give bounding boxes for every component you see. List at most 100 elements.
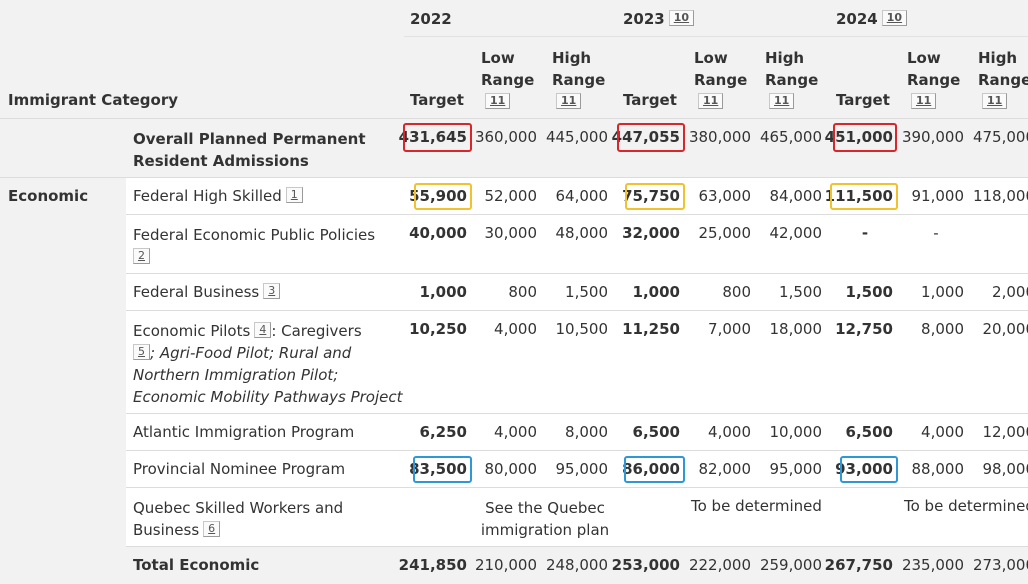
value-cell: 75,750 bbox=[622, 187, 680, 205]
row-label-atlantic-immigration-program: Atlantic Immigration Program bbox=[133, 423, 355, 441]
footnote-link[interactable]: 10 bbox=[881, 10, 908, 26]
highlight-box-fhs-2024 bbox=[830, 183, 898, 210]
footnote-link[interactable]: 11 bbox=[982, 93, 1008, 109]
total-value-cell: 248,000 bbox=[545, 556, 608, 574]
footnote-link[interactable]: 11 bbox=[485, 93, 511, 109]
value-cell: 95,000 bbox=[769, 460, 823, 478]
total-value-cell: 235,000 bbox=[901, 556, 964, 574]
year-2024-header: 2024 10 bbox=[836, 10, 908, 28]
highlight-box-fhs-2023 bbox=[625, 183, 685, 210]
overall-value-cell: 447,055 bbox=[611, 128, 680, 146]
category-column-header: Immigrant Category bbox=[8, 91, 179, 109]
highlight-box-overall-2024 bbox=[833, 123, 897, 152]
low-range-column-header: Low Range 11 bbox=[694, 49, 748, 109]
highlight-box-fhs-2022 bbox=[414, 183, 472, 210]
row-label-economic-pilots: Economic Pilots 4: Caregivers 5; Agri-Foo… bbox=[133, 322, 403, 406]
value-cell: 84,000 bbox=[769, 187, 823, 205]
footnote-link[interactable]: 2 bbox=[133, 248, 150, 264]
high-range-column-header: High Range 11 bbox=[552, 49, 606, 109]
overall-value-cell: 360,000 bbox=[474, 128, 537, 146]
footnote-link[interactable]: 10 bbox=[668, 10, 695, 26]
value-cell: 6,500 bbox=[845, 423, 893, 441]
value-cell: 1,500 bbox=[845, 283, 893, 301]
total-value-cell: 253,000 bbox=[611, 556, 680, 574]
highlight-box-pnp-2024 bbox=[840, 456, 898, 483]
highlight-box-overall-2022 bbox=[403, 123, 472, 152]
row-divider bbox=[126, 487, 1028, 488]
value-cell: 6,250 bbox=[419, 423, 467, 441]
highlight-box-pnp-2023 bbox=[624, 456, 685, 483]
footnote-link[interactable]: 11 bbox=[698, 93, 724, 109]
value-cell: 12,000 bbox=[982, 423, 1028, 441]
row-divider bbox=[126, 546, 1028, 547]
total-value-cell: 222,000 bbox=[688, 556, 751, 574]
footnote-link[interactable]: 5 bbox=[133, 344, 150, 360]
value-cell: 1,000 bbox=[921, 283, 964, 301]
footnote-link[interactable]: 4 bbox=[254, 322, 272, 338]
row-divider bbox=[126, 214, 1028, 215]
row-divider bbox=[0, 118, 1028, 119]
value-cell: 111,500 bbox=[824, 187, 893, 205]
row-divider bbox=[126, 450, 1028, 451]
value-cell: 82,000 bbox=[698, 460, 752, 478]
row-label-quebec-skilled-workers: Quebec Skilled Workers and Business 6 bbox=[133, 499, 344, 539]
quebec-note-2022: See the Quebec immigration plan bbox=[480, 499, 610, 539]
year-2023-header: 2023 10 bbox=[623, 10, 695, 28]
value-cell: 83,500 bbox=[409, 460, 467, 478]
value-cell: 95,000 bbox=[555, 460, 609, 478]
footnote-link[interactable]: 11 bbox=[911, 93, 937, 109]
table-header-background bbox=[0, 0, 1028, 118]
value-cell: 800 bbox=[508, 283, 537, 301]
value-cell: 80,000 bbox=[484, 460, 538, 478]
highlight-box-overall-2023 bbox=[617, 123, 685, 152]
value-cell: 98,000 bbox=[982, 460, 1028, 478]
economic-group-label: Economic bbox=[8, 187, 89, 205]
footnote-link[interactable]: 6 bbox=[203, 521, 221, 537]
value-cell: 30,000 bbox=[484, 224, 538, 242]
row-divider bbox=[126, 413, 1028, 414]
highlight-box-pnp-2022 bbox=[413, 456, 472, 483]
target-column-header: Target bbox=[836, 91, 890, 109]
row-divider bbox=[0, 177, 1028, 178]
value-cell: 88,000 bbox=[911, 460, 965, 478]
low-range-column-header: Low Range 11 bbox=[907, 49, 961, 109]
value-cell: 11,250 bbox=[622, 320, 680, 338]
footnote-link[interactable]: 3 bbox=[263, 283, 281, 299]
total-value-cell: 273,000 bbox=[972, 556, 1028, 574]
value-cell: 40,000 bbox=[409, 224, 467, 242]
footnote-link[interactable]: 1 bbox=[285, 187, 303, 203]
value-cell: 7,000 bbox=[708, 320, 751, 338]
overall-value-cell: 380,000 bbox=[688, 128, 751, 146]
overall-value-cell: 451,000 bbox=[824, 128, 893, 146]
overall-row-background bbox=[126, 118, 1028, 177]
low-range-column-header: Low Range 11 bbox=[481, 49, 535, 109]
total-value-cell: 210,000 bbox=[474, 556, 537, 574]
value-cell: 118,000 bbox=[972, 187, 1028, 205]
footnote-link[interactable]: 11 bbox=[769, 93, 795, 109]
value-cell: 52,000 bbox=[484, 187, 538, 205]
value-cell: 48,000 bbox=[555, 224, 609, 242]
value-cell: 18,000 bbox=[769, 320, 823, 338]
value-cell: 8,000 bbox=[921, 320, 964, 338]
overall-value-cell: 390,000 bbox=[901, 128, 964, 146]
value-cell: 10,250 bbox=[409, 320, 467, 338]
value-cell: - bbox=[933, 224, 939, 242]
row-divider bbox=[126, 273, 1028, 274]
value-cell: 4,000 bbox=[494, 320, 537, 338]
value-cell: 2,000 bbox=[992, 283, 1028, 301]
footnote-link[interactable]: 11 bbox=[556, 93, 582, 109]
value-cell: 1,500 bbox=[565, 283, 608, 301]
quebec-note-2024: To be determined bbox=[904, 497, 1028, 515]
target-column-header: Target bbox=[623, 91, 677, 109]
value-cell: 4,000 bbox=[708, 423, 751, 441]
row-label-federal-business: Federal Business 3 bbox=[133, 283, 281, 301]
value-cell: - bbox=[861, 224, 869, 242]
high-range-column-header: High Range 11 bbox=[978, 49, 1028, 109]
value-cell: 32,000 bbox=[622, 224, 680, 242]
value-cell: 8,000 bbox=[565, 423, 608, 441]
value-cell: 10,000 bbox=[769, 423, 823, 441]
row-divider bbox=[126, 310, 1028, 311]
overall-value-cell: 465,000 bbox=[759, 128, 822, 146]
row-label-provincial-nominee-program: Provincial Nominee Program bbox=[133, 460, 346, 478]
value-cell: 64,000 bbox=[555, 187, 609, 205]
